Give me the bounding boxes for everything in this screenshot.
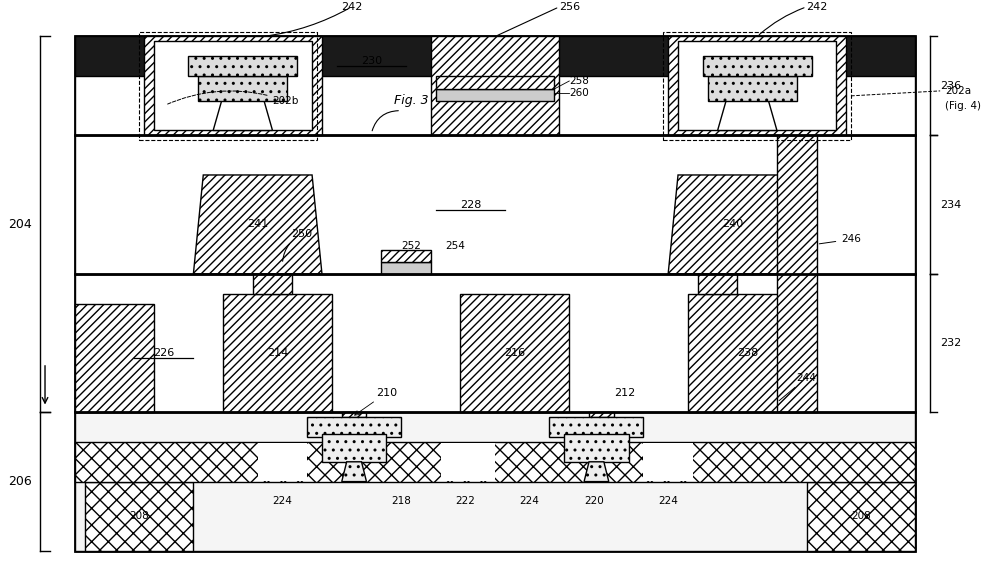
Bar: [75, 37, 915, 551]
Text: 238: 238: [737, 348, 758, 358]
Bar: [75, 274, 915, 412]
Text: 214: 214: [267, 348, 288, 358]
Bar: [322, 434, 386, 462]
Text: 236: 236: [940, 81, 961, 91]
Text: 206: 206: [8, 475, 32, 488]
Text: 224: 224: [272, 496, 292, 506]
Bar: [75, 136, 915, 274]
Text: 208: 208: [851, 511, 871, 521]
Text: 256: 256: [559, 2, 580, 12]
Bar: [307, 418, 401, 437]
Bar: [75, 37, 915, 76]
Bar: [549, 418, 643, 437]
Text: 202a: 202a: [945, 86, 971, 96]
Text: 230: 230: [361, 56, 382, 66]
Polygon shape: [698, 274, 737, 293]
Text: 252: 252: [401, 241, 421, 251]
Bar: [708, 76, 797, 101]
Text: 212: 212: [614, 388, 635, 398]
Text: 254: 254: [446, 241, 465, 251]
Bar: [460, 293, 569, 412]
Text: 222: 222: [455, 496, 475, 506]
Polygon shape: [253, 274, 292, 293]
Text: 241: 241: [247, 220, 268, 229]
Polygon shape: [342, 462, 366, 482]
Bar: [431, 37, 559, 136]
Text: 246: 246: [819, 235, 861, 244]
Text: 232: 232: [940, 338, 961, 348]
Polygon shape: [589, 412, 614, 418]
Bar: [75, 412, 915, 551]
Bar: [75, 37, 915, 136]
Text: Fig. 3: Fig. 3: [394, 94, 428, 108]
Bar: [564, 434, 629, 462]
Text: 208: 208: [129, 511, 149, 521]
Text: 216: 216: [504, 348, 525, 358]
Text: 218: 218: [391, 496, 411, 506]
Text: 228: 228: [460, 200, 481, 210]
Text: 204: 204: [8, 218, 32, 231]
Text: 224: 224: [658, 496, 678, 506]
Bar: [154, 41, 312, 130]
Bar: [75, 304, 154, 412]
Bar: [436, 89, 554, 101]
Bar: [663, 31, 851, 140]
Polygon shape: [584, 462, 609, 482]
Text: 260: 260: [569, 88, 589, 98]
Polygon shape: [807, 482, 915, 551]
Bar: [381, 262, 431, 274]
Bar: [688, 293, 807, 412]
Text: 224: 224: [520, 496, 540, 506]
Bar: [198, 76, 287, 101]
Bar: [703, 56, 812, 76]
Text: 210: 210: [355, 388, 397, 415]
Bar: [777, 136, 817, 412]
Text: 244: 244: [779, 373, 817, 401]
Bar: [441, 443, 495, 480]
Text: 242: 242: [806, 2, 827, 12]
Text: 234: 234: [940, 200, 961, 210]
Text: 242: 242: [341, 2, 362, 12]
Polygon shape: [85, 482, 193, 551]
Bar: [668, 37, 846, 136]
Polygon shape: [193, 175, 322, 274]
Bar: [643, 443, 693, 480]
FancyArrowPatch shape: [372, 111, 398, 131]
Bar: [144, 37, 322, 136]
Polygon shape: [342, 412, 366, 418]
Bar: [436, 76, 554, 89]
Bar: [188, 56, 297, 76]
Polygon shape: [213, 96, 273, 130]
Text: 240: 240: [722, 220, 743, 229]
Bar: [75, 442, 915, 482]
Text: 250: 250: [283, 229, 313, 261]
Polygon shape: [718, 96, 777, 130]
Text: (Fig. 4): (Fig. 4): [945, 101, 981, 111]
Polygon shape: [668, 175, 797, 274]
Bar: [223, 293, 332, 412]
Bar: [258, 443, 307, 480]
Bar: [381, 250, 431, 262]
Bar: [678, 41, 836, 130]
Bar: [139, 31, 317, 140]
Text: 258: 258: [569, 76, 589, 86]
Text: 220: 220: [584, 496, 604, 506]
Text: 202b: 202b: [166, 91, 299, 106]
Text: 226: 226: [153, 348, 174, 358]
